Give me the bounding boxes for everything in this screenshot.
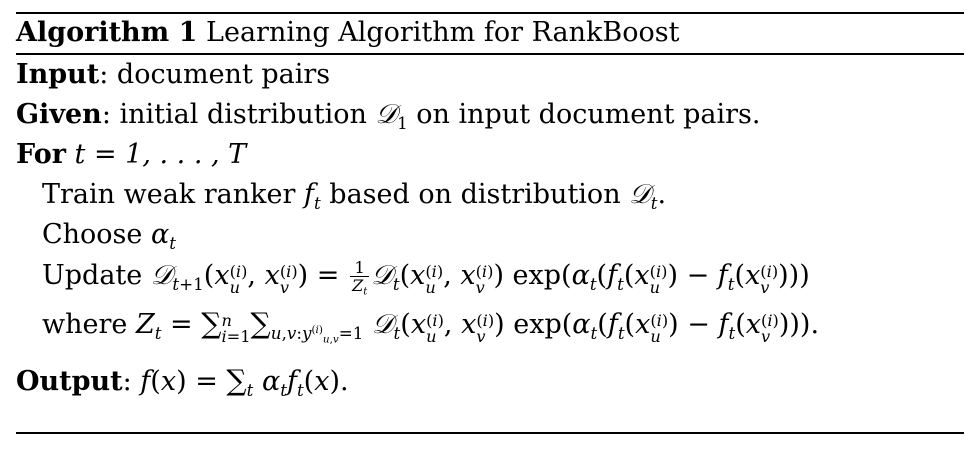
train-text-2: based on distribution [320,179,630,210]
for-label: For [16,139,66,170]
bottom-rule [16,432,964,434]
where-text: where [42,309,136,340]
header-rule [16,53,964,55]
given-distribution-symbol: 𝒟1 [375,99,408,133]
normalizer-formula: Zt = ∑ n i=1 ∑u,v:y(i)u,v=1 𝒟t(x (i) u, x (i) v… [135,307,820,346]
update-line: Update 𝒟t+1(x (i) u, x (i) v) = 1 Zt 𝒟t(x (i) u,… [42,258,810,298]
for-expression: t = 1, . . . , T [74,139,247,170]
given-label: Given [16,99,102,130]
given-text-2: on input document pairs. [407,99,761,130]
algorithm-title: Learning Algorithm for RankBoost [206,17,680,48]
input-line: Input: document pairs [16,57,330,93]
given-line: Given: initial distribution 𝒟1 on input … [16,97,760,133]
for-line: For t = 1, . . . , T [16,137,246,173]
algorithm-header: Algorithm 1 Learning Algorithm for RankB… [16,15,679,51]
top-rule [16,12,964,14]
update-text: Update [42,260,151,291]
weak-ranker-symbol: ft [303,179,321,213]
train-line: Train weak ranker ft based on distributi… [42,177,666,213]
output-text: : [122,366,141,397]
input-label: Input [16,59,100,90]
where-line: where Zt = ∑ n i=1 ∑u,v:y(i)u,v=1 𝒟t(x (i) u,… [42,306,819,345]
output-label: Output [16,366,123,397]
output-line: Output: f(x) = ∑t αtft(x). [16,363,349,400]
input-text: : document pairs [99,59,331,90]
update-formula: 𝒟t+1(x (i) u, x (i) v) = 1 Zt 𝒟t(x (i) u, x (i) v)… [150,258,810,298]
output-formula: f(x) = ∑t αtft(x). [140,364,349,400]
train-distribution-symbol: 𝒟t. [629,179,667,213]
given-text-1: : initial distribution [101,99,376,130]
choose-line: Choose αt [42,217,176,253]
alpha-symbol: αt [150,219,176,253]
train-text-1: Train weak ranker [42,179,304,210]
choose-text: Choose [42,219,151,250]
algorithm-label: Algorithm 1 [16,17,198,48]
